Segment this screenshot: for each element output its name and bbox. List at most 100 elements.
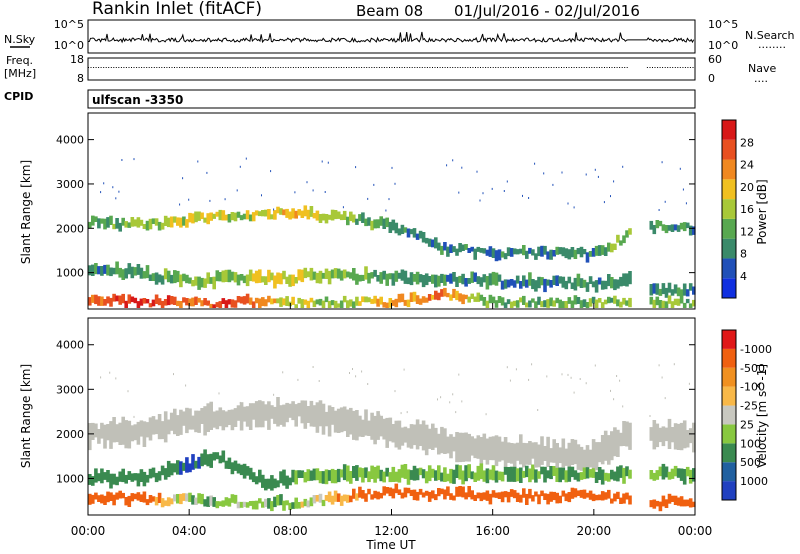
- data-cell: [388, 298, 393, 308]
- data-cell: [376, 491, 380, 500]
- data-cell: [318, 493, 323, 503]
- data-cell: [400, 464, 405, 478]
- data-cell: [579, 489, 584, 498]
- data-cell: [388, 221, 393, 233]
- data-cell: [506, 247, 511, 257]
- data-cell: [303, 400, 308, 429]
- data-cell: [616, 466, 620, 482]
- data-cell: [151, 467, 156, 478]
- data-cell: [607, 489, 611, 499]
- data-cell: [497, 471, 502, 481]
- data-cell: [658, 288, 663, 296]
- freq-point: [103, 67, 105, 68]
- x-axis: 00:00 04:00 08:00 12:00 16:00 20:00 00:00: [71, 303, 712, 538]
- data-cell: [506, 279, 511, 288]
- data-cell: [667, 418, 672, 449]
- data-cell: [537, 296, 541, 305]
- data-cell: [670, 427, 675, 443]
- data-cell: [619, 301, 623, 308]
- data-cell: [173, 408, 177, 435]
- data-cell: [412, 424, 417, 446]
- data-cell: [367, 217, 371, 226]
- velocity-colorbar-swatch: [722, 443, 736, 463]
- nave-label: Nave: [748, 62, 776, 75]
- data-cell: [421, 469, 426, 479]
- data-cell: [276, 480, 280, 488]
- data-cell: [239, 401, 241, 404]
- data-cell: [613, 295, 617, 304]
- data-cell: [221, 210, 226, 221]
- data-cell: [324, 214, 329, 224]
- freq-point: [148, 67, 150, 68]
- data-cell: [370, 412, 374, 440]
- data-cell: [103, 472, 107, 480]
- data-cell: [570, 439, 575, 465]
- data-cell: [440, 273, 444, 283]
- data-cell: [473, 248, 477, 260]
- data-cell: [242, 296, 247, 305]
- data-cell: [673, 363, 675, 366]
- data-cell: [406, 277, 411, 285]
- data-cell: [254, 210, 259, 216]
- data-cell: [512, 300, 517, 307]
- data-cell: [327, 300, 332, 308]
- data-cell: [130, 217, 135, 227]
- data-cell: [367, 383, 369, 385]
- data-cell: [661, 376, 663, 379]
- y-tick-label: 3000: [56, 178, 84, 191]
- data-cell: [418, 274, 423, 283]
- data-cell: [215, 410, 220, 430]
- data-cell: [248, 269, 253, 282]
- data-cell: [163, 411, 168, 443]
- data-cell: [622, 273, 626, 286]
- data-cell: [607, 296, 611, 304]
- data-cell: [415, 271, 420, 285]
- data-cell: [169, 296, 174, 305]
- data-cell: [570, 282, 575, 289]
- data-cell: [115, 476, 119, 486]
- data-cell: [685, 289, 690, 297]
- data-cell: [488, 273, 493, 286]
- data-cell: [382, 302, 386, 308]
- data-cell: [421, 420, 426, 451]
- power-colorbar-tick-label: 4: [740, 270, 747, 283]
- freq-point: [505, 67, 507, 68]
- data-cell: [251, 301, 256, 308]
- data-cell: [470, 490, 474, 500]
- freq-point: [222, 67, 223, 68]
- data-cell: [100, 468, 104, 484]
- data-cell: [610, 195, 611, 198]
- data-cell: [312, 300, 317, 308]
- freq-point: [523, 67, 524, 68]
- data-cell: [424, 424, 429, 456]
- data-cell: [194, 211, 198, 223]
- data-cell: [200, 300, 204, 307]
- freq-point: [568, 67, 570, 68]
- data-cell: [333, 470, 338, 484]
- data-cell: [261, 501, 265, 508]
- data-cell: [497, 492, 502, 499]
- freq-point: [292, 67, 294, 68]
- data-cell: [315, 402, 320, 433]
- data-cell: [573, 206, 575, 209]
- data-cell: [139, 267, 144, 279]
- data-cell: [188, 298, 192, 307]
- freq-point: [469, 67, 471, 68]
- data-cell: [503, 466, 508, 475]
- data-cell: [230, 494, 235, 503]
- data-cell: [531, 442, 535, 459]
- data-cell: [230, 212, 235, 221]
- data-cell: [333, 210, 338, 220]
- data-cell: [327, 270, 332, 285]
- data-cell: [655, 296, 660, 306]
- data-cell: [479, 294, 484, 301]
- data-cell: [613, 493, 617, 502]
- data-cell: [603, 430, 608, 461]
- data-cell: [531, 363, 533, 366]
- data-cell: [239, 402, 244, 431]
- data-cell: [352, 214, 356, 223]
- data-cell: [376, 298, 380, 307]
- data-cell: [197, 211, 201, 221]
- data-cell: [169, 216, 174, 228]
